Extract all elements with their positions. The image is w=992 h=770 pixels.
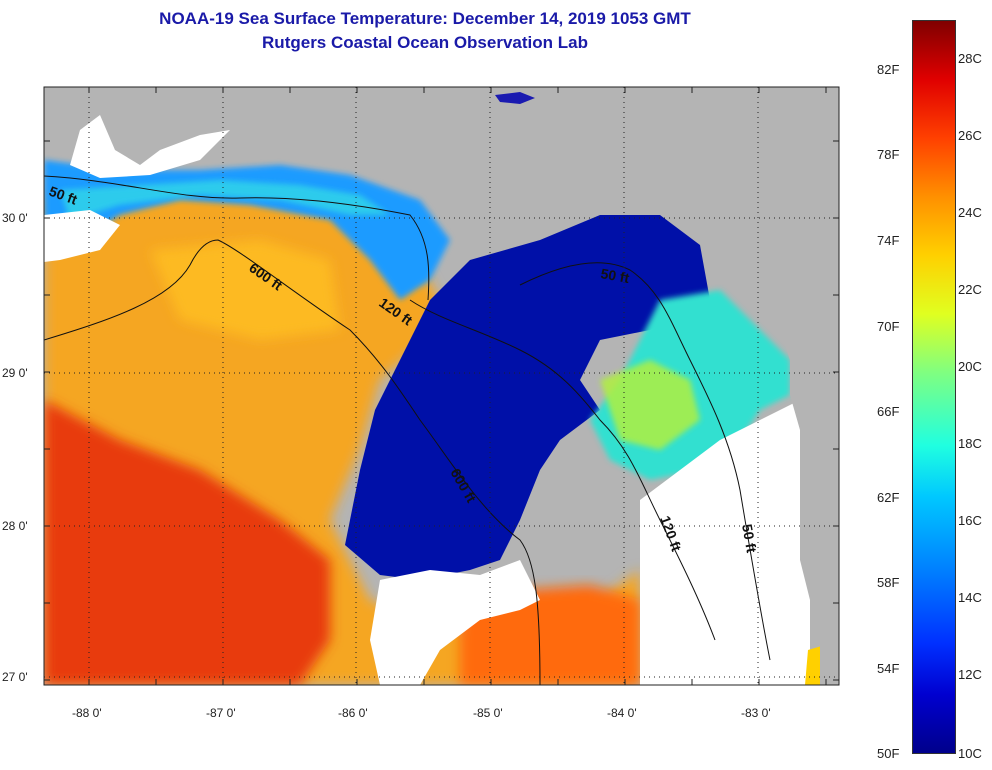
cb-label-c: 16C bbox=[958, 513, 982, 528]
temperature-colorbar bbox=[912, 20, 956, 754]
cloud-region bbox=[370, 560, 540, 685]
cb-label-c: 20C bbox=[958, 359, 982, 374]
cb-label-c: 10C bbox=[958, 746, 982, 761]
cb-label-f: 66F bbox=[877, 404, 900, 419]
map-title: NOAA-19 Sea Surface Temperature: Decembe… bbox=[159, 9, 691, 28]
cb-label-f: 82F bbox=[877, 62, 900, 77]
cb-label-f: 54F bbox=[877, 661, 900, 676]
lat-label: 28 0' bbox=[2, 519, 28, 533]
depth-label-50ft-east: 50 ft bbox=[739, 523, 760, 554]
colorbar-gradient bbox=[913, 21, 955, 753]
lon-label: -84 0' bbox=[607, 706, 637, 720]
lat-label: 29 0' bbox=[2, 366, 28, 380]
map-subtitle: Rutgers Coastal Ocean Observation Lab bbox=[262, 33, 588, 52]
lon-label: -85 0' bbox=[473, 706, 503, 720]
lat-label: 30 0' bbox=[2, 211, 28, 225]
cb-label-c: 28C bbox=[958, 51, 982, 66]
depth-label-50ft-north: 50 ft bbox=[599, 265, 630, 286]
lon-label: -83 0' bbox=[741, 706, 771, 720]
cb-label-c: 26C bbox=[958, 128, 982, 143]
cb-label-f: 50F bbox=[877, 746, 900, 761]
cb-label-c: 12C bbox=[958, 667, 982, 682]
cb-label-c: 18C bbox=[958, 436, 982, 451]
cb-label-c: 14C bbox=[958, 590, 982, 605]
lat-label: 27 0' bbox=[2, 670, 28, 684]
lon-label: -87 0' bbox=[206, 706, 236, 720]
cb-label-f: 62F bbox=[877, 490, 900, 505]
cb-label-f: 74F bbox=[877, 233, 900, 248]
cb-label-f: 58F bbox=[877, 575, 900, 590]
cb-label-f: 78F bbox=[877, 147, 900, 162]
depth-contours bbox=[44, 175, 771, 685]
graticule bbox=[44, 87, 839, 685]
cb-label-c: 22C bbox=[958, 282, 982, 297]
lon-label: -86 0' bbox=[338, 706, 368, 720]
hot-water-region bbox=[44, 400, 330, 685]
cold-water-region bbox=[345, 215, 710, 580]
cb-label-c: 24C bbox=[958, 205, 982, 220]
lon-label: -88 0' bbox=[72, 706, 102, 720]
cb-label-f: 70F bbox=[877, 319, 900, 334]
